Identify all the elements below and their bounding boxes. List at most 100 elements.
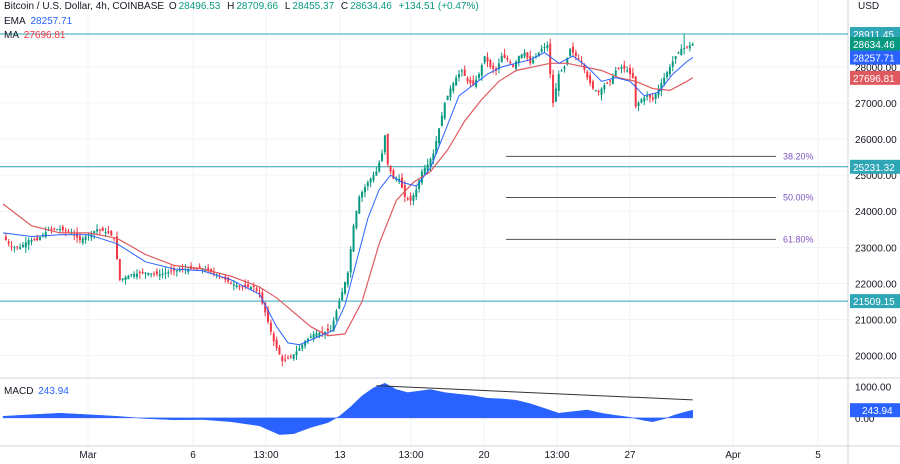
candle-body [366, 182, 369, 187]
candle-body [221, 277, 224, 279]
candle-body [671, 61, 674, 68]
candle-body [295, 351, 298, 356]
candle-body [207, 267, 210, 272]
candle-body [252, 285, 255, 288]
candle-body [275, 339, 278, 348]
candle-body [269, 322, 272, 332]
candle-body [4, 236, 7, 241]
candle-body [249, 287, 252, 290]
ema-label: EMA [4, 16, 26, 27]
ohlc-open: O 28496.53 [168, 1, 221, 12]
candle-body [520, 54, 523, 58]
candle-body [412, 195, 415, 201]
price-label-box [850, 37, 900, 52]
ema-value: 28257.71 [30, 16, 73, 27]
candle-body [691, 44, 694, 46]
macd-label: MACD [4, 386, 34, 397]
ohlc-change: +134.51 (+0.47%) [398, 1, 479, 12]
symbol-title: Bitcoin / U.S. Dollar, 4h, COINBASE [4, 1, 165, 12]
candle-body [50, 228, 53, 230]
candle-body [78, 236, 81, 241]
price-label-box [850, 50, 900, 65]
time-axis-tick: 13 [334, 450, 346, 461]
ohlc-high: H 28709.66 [227, 1, 279, 12]
candle-body [93, 231, 96, 234]
candle-body [338, 301, 341, 309]
price-axis-tick: 28000.00 [855, 63, 897, 74]
price-label-text: 28257.71 [853, 54, 895, 65]
candle-body [611, 75, 614, 84]
candle-body [272, 333, 275, 342]
time-axis-tick: 6 [190, 450, 196, 461]
candle-body [614, 70, 617, 76]
candle-body [147, 272, 150, 275]
candle-body [446, 95, 449, 101]
candle-body [486, 57, 489, 62]
candle-body [227, 277, 230, 282]
candle-body [438, 128, 441, 143]
candle-body [554, 88, 557, 102]
candle-body [646, 95, 649, 97]
price-axis-tick: 23000.00 [855, 243, 897, 254]
candle-body [526, 52, 529, 58]
candle-body [586, 71, 589, 78]
candle-body [574, 52, 577, 57]
candle-body [426, 164, 429, 171]
ema-legend[interactable]: EMA 28257.71 [4, 16, 74, 27]
candle-body [497, 63, 500, 70]
candle-body [41, 234, 44, 236]
candle-body [301, 344, 304, 349]
candle-body [255, 288, 258, 291]
candle-body [110, 230, 113, 236]
candle-body [429, 158, 432, 166]
candle-body [552, 74, 555, 103]
candle-body [597, 90, 600, 93]
candle-body [187, 268, 190, 272]
macd-value-badge-text: 243.94 [862, 406, 893, 417]
candle-body [238, 286, 241, 288]
candle-body [492, 65, 495, 69]
candle-body [155, 271, 158, 275]
candle-body [81, 238, 84, 243]
currency-label: USD [858, 1, 880, 12]
candle-body [631, 73, 634, 78]
candle-body [543, 47, 546, 49]
time-axis-tick: 13:00 [253, 450, 278, 461]
candle-body [515, 61, 517, 69]
candle-body [241, 286, 244, 288]
candle-body [349, 249, 352, 273]
candle-body [278, 347, 281, 355]
candle-body [261, 292, 264, 304]
candle-body [600, 88, 603, 96]
macd-legend[interactable]: MACD 243.94 [4, 386, 71, 397]
candle-body [113, 238, 116, 240]
price-label-box [850, 159, 900, 174]
candle-body [298, 348, 301, 351]
candle-body [381, 153, 384, 161]
candle-body [135, 273, 138, 277]
candle-body [435, 140, 438, 155]
macd-value: 243.94 [38, 386, 69, 397]
candle-body [24, 242, 27, 248]
candle-body [680, 48, 683, 56]
ma-legend[interactable]: MA 27696.81 [4, 30, 68, 41]
candle-body [432, 153, 435, 161]
time-axis-tick: 20 [478, 450, 490, 461]
macd-histogram [2, 382, 693, 435]
candle-body [247, 284, 250, 288]
candle-body [284, 359, 287, 361]
candle-body [352, 225, 355, 252]
candle-body [204, 270, 207, 272]
candles-group [4, 34, 694, 367]
candle-body [460, 70, 463, 72]
candle-body [466, 78, 469, 82]
ma-line [2, 62, 694, 337]
candle-body [127, 275, 130, 280]
ohlc-close: C 28634.46 [340, 1, 392, 12]
candle-body [686, 46, 688, 48]
price-axis-tick: 21000.00 [855, 315, 897, 326]
time-axis-tick: 27 [624, 450, 636, 461]
candle-body [341, 291, 344, 301]
candle-body [634, 76, 637, 107]
